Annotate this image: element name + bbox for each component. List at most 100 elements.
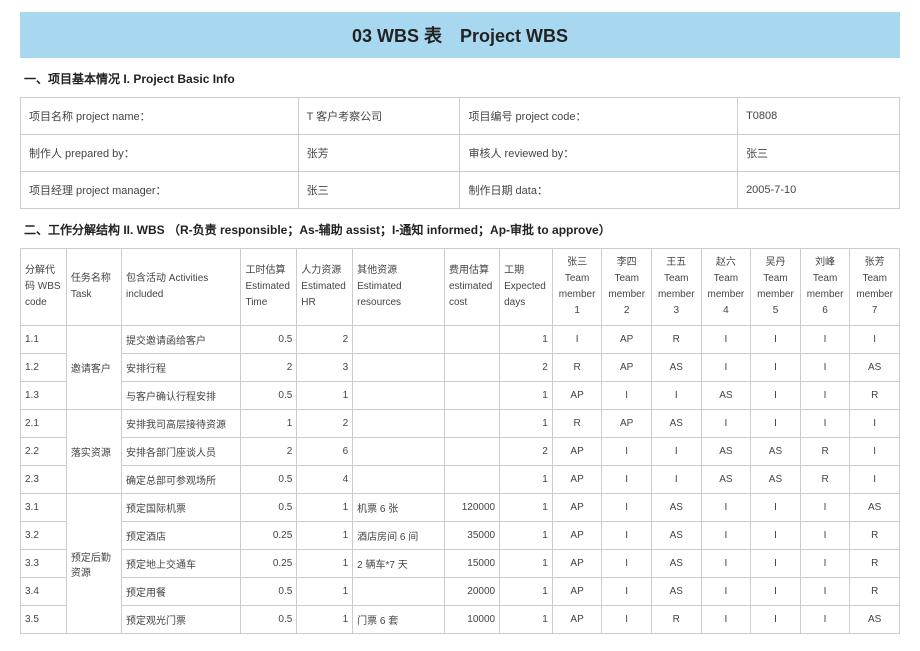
cell-member-5: AS — [751, 466, 801, 494]
cell-member-2: I — [602, 438, 652, 466]
cell-time: 0.5 — [241, 578, 297, 606]
cell-hr: 1 — [297, 578, 353, 606]
cell-member-6: I — [800, 606, 850, 634]
cell-member-1: AP — [552, 522, 602, 550]
cell-cost — [445, 326, 500, 354]
cell-code: 3.4 — [21, 578, 67, 606]
cell-member-6: I — [800, 326, 850, 354]
col-hr: 人力资源 Estimated HR — [297, 249, 353, 326]
cell-member-4: I — [701, 410, 751, 438]
cell-member-5: I — [751, 354, 801, 382]
project-name-label: 项目名称 project name： — [21, 98, 299, 135]
cell-hr: 4 — [297, 466, 353, 494]
cell-member-5: I — [751, 410, 801, 438]
cell-cost: 15000 — [445, 550, 500, 578]
table-row: 1.1邀请客户提交邀请函给客户0.521IAPRIIII — [21, 326, 900, 354]
cell-member-4: I — [701, 326, 751, 354]
cell-member-1: AP — [552, 550, 602, 578]
cell-resources — [353, 466, 445, 494]
col-member-1: 张三 Team member 1 — [552, 249, 602, 326]
cell-hr: 1 — [297, 522, 353, 550]
cell-cost — [445, 382, 500, 410]
cell-code: 1.1 — [21, 326, 67, 354]
col-days: 工期 Expected days — [500, 249, 553, 326]
cell-task: 邀请客户 — [66, 326, 121, 410]
cell-member-7: I — [850, 438, 900, 466]
cell-member-7: I — [850, 410, 900, 438]
page-title: 03 WBS 表 Project WBS — [20, 12, 900, 58]
cell-member-4: I — [701, 606, 751, 634]
date-value: 2005-7-10 — [738, 172, 900, 209]
cell-member-6: I — [800, 494, 850, 522]
cell-days: 1 — [500, 326, 553, 354]
cell-member-6: I — [800, 522, 850, 550]
pm-label: 项目经理 project manager： — [21, 172, 299, 209]
cell-member-2: I — [602, 494, 652, 522]
cell-member-3: I — [651, 382, 701, 410]
cell-activity: 预定用餐 — [122, 578, 241, 606]
col-task: 任务名称 Task — [66, 249, 121, 326]
cell-hr: 2 — [297, 326, 353, 354]
reviewed-by-label: 审核人 reviewed by： — [460, 135, 738, 172]
cell-time: 1 — [241, 410, 297, 438]
cell-days: 1 — [500, 550, 553, 578]
cell-code: 1.2 — [21, 354, 67, 382]
col-resources: 其他资源 Estimated resources — [353, 249, 445, 326]
cell-days: 2 — [500, 354, 553, 382]
wbs-header-row: 分解代码 WBS code 任务名称 Task 包含活动 Activities … — [21, 249, 900, 326]
cell-cost — [445, 466, 500, 494]
cell-resources — [353, 438, 445, 466]
cell-code: 3.5 — [21, 606, 67, 634]
cell-hr: 1 — [297, 606, 353, 634]
cell-code: 2.3 — [21, 466, 67, 494]
cell-member-1: R — [552, 354, 602, 382]
cell-code: 1.3 — [21, 382, 67, 410]
cell-time: 0.5 — [241, 494, 297, 522]
table-row: 1.3与客户确认行程安排0.511APIIASIIR — [21, 382, 900, 410]
col-member-3: 王五 Team member 3 — [651, 249, 701, 326]
cell-code: 3.3 — [21, 550, 67, 578]
project-code-value: T0808 — [738, 98, 900, 135]
cell-member-5: AS — [751, 438, 801, 466]
cell-member-3: R — [651, 326, 701, 354]
table-row: 3.2预定酒店0.251酒店房间 6 间350001APIASIIIR — [21, 522, 900, 550]
cell-hr: 6 — [297, 438, 353, 466]
prepared-by-value: 张芳 — [298, 135, 460, 172]
reviewed-by-value: 张三 — [738, 135, 900, 172]
cell-days: 1 — [500, 522, 553, 550]
cell-code: 2.2 — [21, 438, 67, 466]
cell-activity: 预定国际机票 — [122, 494, 241, 522]
cell-member-5: I — [751, 494, 801, 522]
date-label: 制作日期 data： — [460, 172, 738, 209]
cell-cost: 10000 — [445, 606, 500, 634]
cell-days: 1 — [500, 578, 553, 606]
cell-member-3: R — [651, 606, 701, 634]
cell-member-6: I — [800, 410, 850, 438]
table-row: 3.1预定后勤资源预定国际机票0.51机票 6 张1200001APIASIII… — [21, 494, 900, 522]
prepared-by-label: 制作人 prepared by： — [21, 135, 299, 172]
cell-resources — [353, 578, 445, 606]
cell-member-4: I — [701, 354, 751, 382]
cell-hr: 1 — [297, 550, 353, 578]
cell-member-1: AP — [552, 466, 602, 494]
cell-member-2: I — [602, 382, 652, 410]
cell-resources — [353, 326, 445, 354]
cell-member-3: I — [651, 466, 701, 494]
cell-member-3: I — [651, 438, 701, 466]
pm-value: 张三 — [298, 172, 460, 209]
cell-member-5: I — [751, 550, 801, 578]
col-member-4: 赵六 Team member 4 — [701, 249, 751, 326]
cell-member-4: I — [701, 550, 751, 578]
cell-member-2: I — [602, 606, 652, 634]
cell-resources: 酒店房间 6 间 — [353, 522, 445, 550]
cell-member-7: AS — [850, 494, 900, 522]
cell-cost — [445, 438, 500, 466]
cell-code: 3.2 — [21, 522, 67, 550]
cell-time: 2 — [241, 438, 297, 466]
col-member-2: 李四 Team member 2 — [602, 249, 652, 326]
cell-member-2: I — [602, 550, 652, 578]
col-code: 分解代码 WBS code — [21, 249, 67, 326]
cell-member-7: I — [850, 326, 900, 354]
cell-member-6: I — [800, 578, 850, 606]
project-info-table: 项目名称 project name： T 客户考察公司 项目编号 project… — [20, 97, 900, 209]
